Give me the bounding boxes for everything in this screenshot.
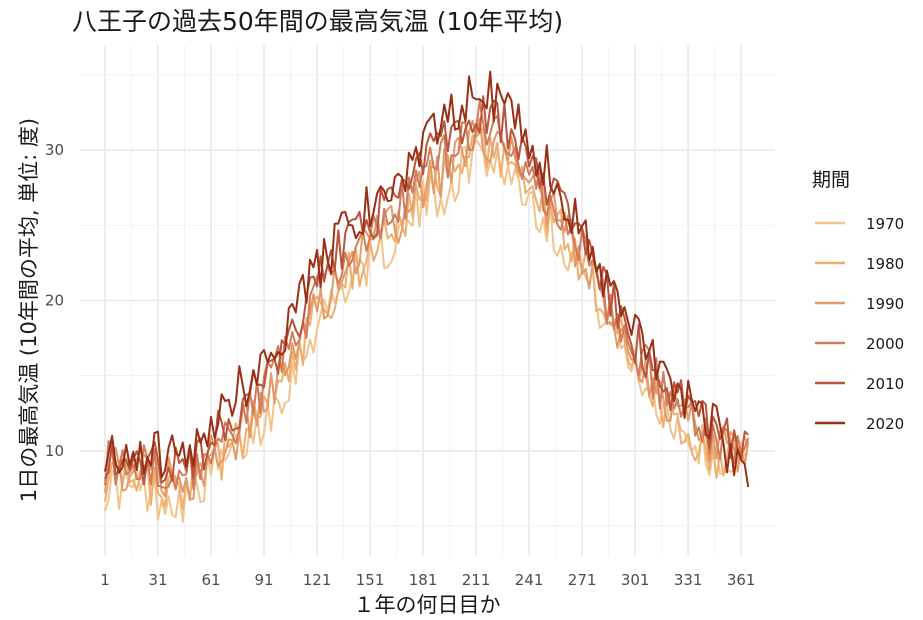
y-tick-label: 10	[45, 442, 64, 460]
x-tick-label: 211	[462, 571, 491, 589]
y-tick-label: 30	[45, 141, 64, 159]
y-axis-ticks: 10 20 30	[45, 141, 64, 460]
x-tick-label: 181	[409, 571, 438, 589]
x-tick-label: 271	[568, 571, 597, 589]
legend-label: 2010	[866, 375, 904, 393]
series-line-2000	[104, 100, 750, 491]
x-tick-label: 331	[674, 571, 703, 589]
grid	[80, 45, 775, 556]
series-line-1990	[104, 117, 750, 500]
x-tick-label: 301	[621, 571, 650, 589]
legend-title: 期間	[812, 169, 850, 191]
x-tick-label: 61	[201, 571, 220, 589]
chart-title: 八王子の過去50年間の最高気温 (10年平均)	[72, 7, 563, 36]
plot-lines	[104, 70, 750, 524]
x-tick-label: 151	[356, 571, 385, 589]
legend-label: 1990	[866, 295, 904, 313]
series-line-2020	[104, 70, 750, 488]
legend: 期間 1970 1980 1990 2000 2010 2020	[812, 169, 904, 433]
x-axis-ticks: 1 31 61 91 121 151 181 211 241 271 301 331 361	[100, 571, 755, 589]
legend-label: 1980	[866, 255, 904, 273]
x-axis-title: １年の何日目か	[354, 593, 501, 617]
series-line-2010	[104, 95, 749, 486]
x-tick-label: 121	[303, 571, 332, 589]
legend-label: 1970	[866, 215, 904, 233]
y-tick-label: 20	[45, 292, 64, 310]
y-axis-title: 1日の最高気温 (10年間の平均, 単位: 度)	[17, 118, 41, 502]
legend-label: 2000	[866, 335, 904, 353]
x-tick-label: 361	[727, 571, 756, 589]
legend-label: 2020	[866, 415, 904, 433]
x-tick-label: 31	[148, 571, 167, 589]
series-line-1980	[104, 126, 750, 510]
x-tick-label: 241	[515, 571, 544, 589]
series-line-1970	[104, 138, 749, 524]
x-tick-label: 1	[100, 571, 110, 589]
x-tick-label: 91	[254, 571, 273, 589]
